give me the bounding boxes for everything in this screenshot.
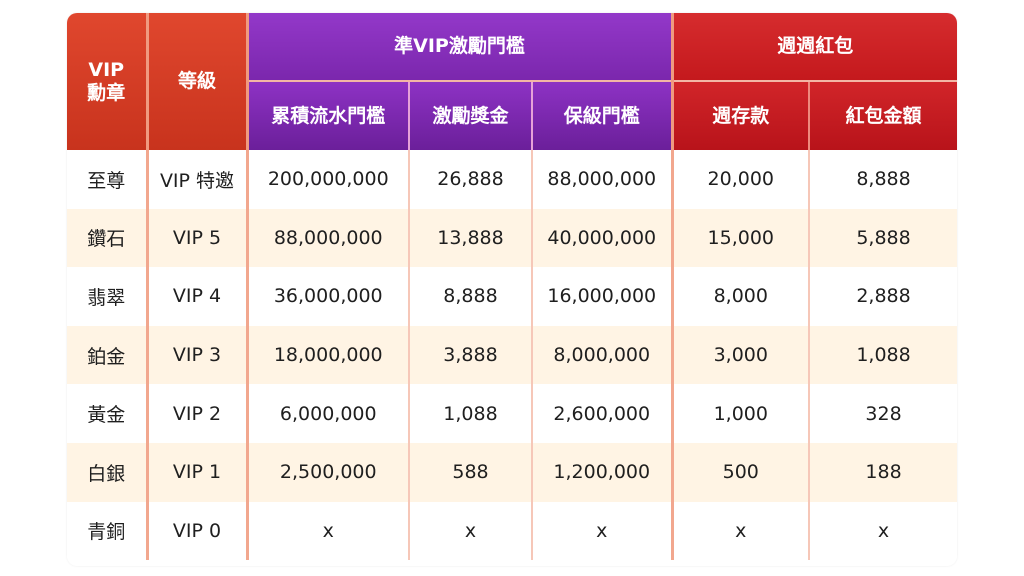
table-row: 翡翠 VIP 4 36,000,000 8,888 16,000,000 8,0… xyxy=(67,267,957,326)
header-vip-badge-line2: 勳章 xyxy=(87,81,126,104)
header-group-weekly: 週週紅包 xyxy=(672,13,957,82)
cell-level: VIP 0 xyxy=(147,501,249,561)
cell-level: VIP 3 xyxy=(147,325,249,385)
cell-deposit: 20,000 xyxy=(672,150,811,209)
cell-turnover: 36,000,000 xyxy=(247,267,410,326)
cell-guarantee: 2,600,000 xyxy=(532,384,674,443)
cell-badge: 鑽石 xyxy=(67,208,149,268)
header-turnover-threshold: 累積流水門檻 xyxy=(247,81,410,150)
cell-deposit: 8,000 xyxy=(672,267,811,326)
cell-bonus: 588 xyxy=(409,442,533,502)
table-row: 黃金 VIP 2 6,000,000 1,088 2,600,000 1,000… xyxy=(67,384,957,443)
cell-turnover: 88,000,000 xyxy=(247,208,410,268)
cell-deposit: x xyxy=(672,501,811,561)
cell-turnover: 6,000,000 xyxy=(247,384,410,443)
header-level: 等級 xyxy=(147,13,249,150)
cell-turnover: 18,000,000 xyxy=(247,325,410,385)
cell-guarantee: x xyxy=(532,501,674,561)
table-row: 鑽石 VIP 5 88,000,000 13,888 40,000,000 15… xyxy=(67,208,957,268)
header-incentive-bonus: 激勵獎金 xyxy=(409,81,533,150)
header-group-incentive: 準VIP激勵門檻 xyxy=(247,13,674,82)
cell-level: VIP 2 xyxy=(147,384,249,443)
cell-guarantee: 40,000,000 xyxy=(532,208,674,268)
cell-bonus: 8,888 xyxy=(409,267,533,326)
table-row: 青銅 VIP 0 x x x x x xyxy=(67,501,957,561)
cell-red-envelope: 5,888 xyxy=(809,208,957,268)
vip-benefits-table: VIP 勳章 等級 準VIP激勵門檻 週週紅包 累積流水門檻 激勵獎金 保級門檻… xyxy=(67,13,957,561)
cell-badge: 青銅 xyxy=(67,501,149,561)
cell-bonus: x xyxy=(409,501,533,561)
cell-bonus: 13,888 xyxy=(409,208,533,268)
cell-guarantee: 16,000,000 xyxy=(532,267,674,326)
cell-red-envelope: 188 xyxy=(809,442,957,502)
cell-level: VIP 1 xyxy=(147,442,249,502)
cell-deposit: 500 xyxy=(672,442,811,502)
table-row: 至尊 VIP 特邀 200,000,000 26,888 88,000,000 … xyxy=(67,150,957,209)
cell-level: VIP 5 xyxy=(147,208,249,268)
cell-guarantee: 88,000,000 xyxy=(532,150,674,209)
cell-badge: 黃金 xyxy=(67,384,149,443)
cell-red-envelope: 2,888 xyxy=(809,267,957,326)
header-vip-badge-line1: VIP xyxy=(88,58,125,81)
cell-red-envelope: 1,088 xyxy=(809,325,957,385)
cell-badge: 白銀 xyxy=(67,442,149,502)
cell-badge: 鉑金 xyxy=(67,325,149,385)
cell-turnover: x xyxy=(247,501,410,561)
cell-guarantee: 8,000,000 xyxy=(532,325,674,385)
cell-turnover: 200,000,000 xyxy=(247,150,410,209)
cell-guarantee: 1,200,000 xyxy=(532,442,674,502)
cell-badge: 至尊 xyxy=(67,150,149,209)
cell-bonus: 1,088 xyxy=(409,384,533,443)
table-row: 鉑金 VIP 3 18,000,000 3,888 8,000,000 3,00… xyxy=(67,325,957,385)
cell-level: VIP 4 xyxy=(147,267,249,326)
cell-bonus: 3,888 xyxy=(409,325,533,385)
cell-deposit: 3,000 xyxy=(672,325,811,385)
cell-red-envelope: 328 xyxy=(809,384,957,443)
vip-table-container: VIP 勳章 等級 準VIP激勵門檻 週週紅包 累積流水門檻 激勵獎金 保級門檻… xyxy=(67,13,957,566)
cell-deposit: 15,000 xyxy=(672,208,811,268)
cell-red-envelope: 8,888 xyxy=(809,150,957,209)
cell-red-envelope: x xyxy=(809,501,957,561)
cell-level: VIP 特邀 xyxy=(147,150,249,209)
cell-bonus: 26,888 xyxy=(409,150,533,209)
cell-turnover: 2,500,000 xyxy=(247,442,410,502)
table-row: 白銀 VIP 1 2,500,000 588 1,200,000 500 188 xyxy=(67,442,957,502)
header-weekly-deposit: 週存款 xyxy=(672,81,811,150)
cell-deposit: 1,000 xyxy=(672,384,811,443)
header-guarantee-threshold: 保級門檻 xyxy=(532,81,674,150)
cell-badge: 翡翠 xyxy=(67,267,149,326)
header-vip-badge: VIP 勳章 xyxy=(67,13,149,150)
header-red-envelope-amount: 紅包金額 xyxy=(809,81,957,150)
